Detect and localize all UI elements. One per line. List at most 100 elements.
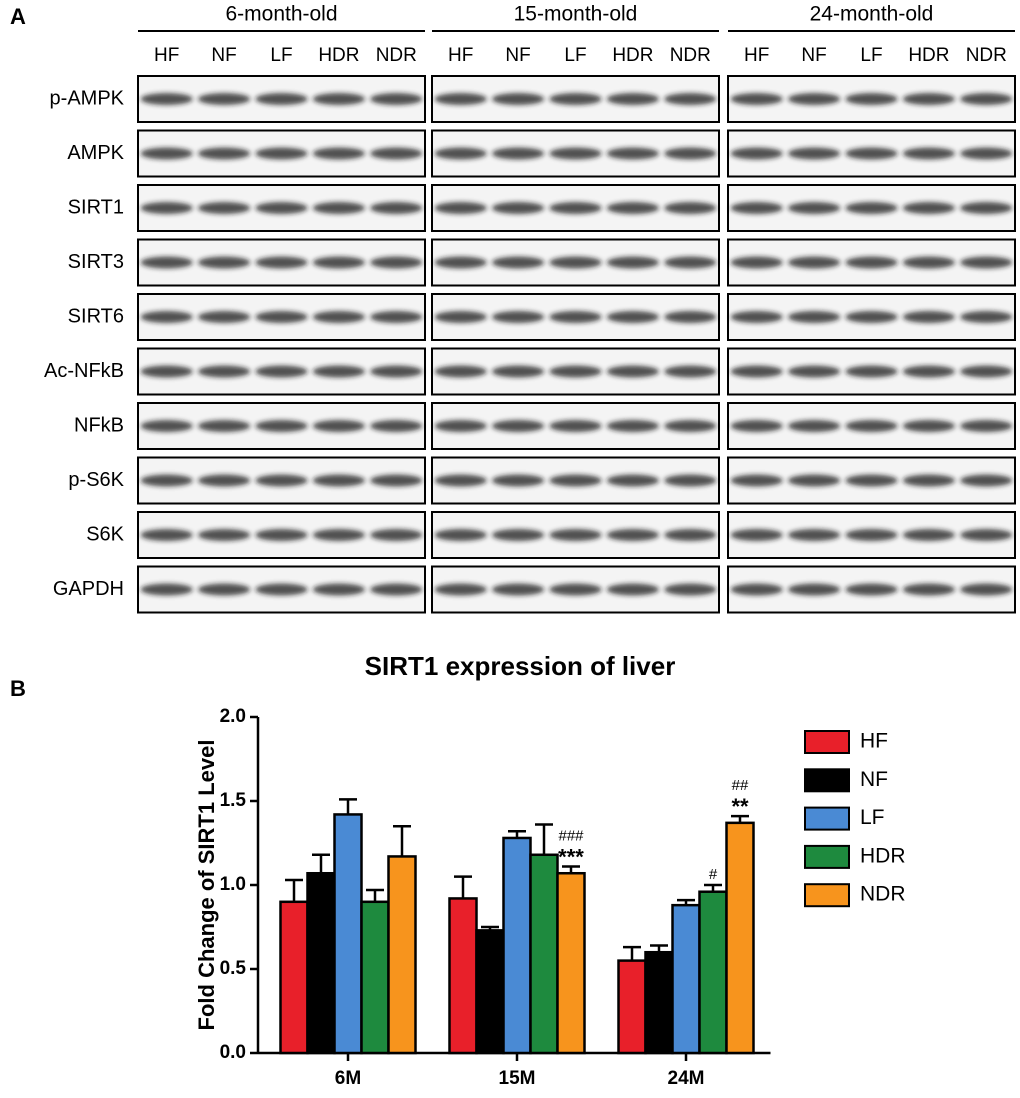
- x-tick-label: 24M: [668, 1068, 705, 1089]
- chart-title: SIRT1 expression of liver: [365, 651, 676, 681]
- band: [140, 529, 193, 541]
- lane-label: HF: [448, 45, 473, 66]
- band: [198, 420, 251, 432]
- y-tick-label: 0.5: [220, 958, 247, 979]
- band: [370, 474, 423, 487]
- band: [960, 365, 1013, 378]
- band: [370, 420, 423, 432]
- band: [312, 311, 365, 323]
- legend-swatch: [804, 730, 850, 754]
- blot-bands: [434, 583, 717, 596]
- band: [606, 583, 659, 596]
- blot-bands: [140, 202, 423, 214]
- band: [606, 311, 659, 323]
- blot-bands: [140, 420, 423, 432]
- band: [845, 529, 898, 541]
- legend-swatch: [804, 806, 850, 831]
- y-tick-label: 0.0: [220, 1042, 246, 1063]
- group-label: 24-month-old: [810, 3, 934, 26]
- band: [434, 365, 487, 378]
- blot-bands: [730, 202, 1013, 214]
- band: [606, 256, 659, 269]
- band: [730, 529, 783, 541]
- y-tick-label: 1.0: [220, 874, 246, 895]
- band: [788, 474, 841, 487]
- band: [549, 474, 602, 487]
- band: [255, 474, 308, 487]
- band: [255, 311, 308, 323]
- blot-bands: [434, 311, 717, 323]
- bar: [556, 871, 586, 1055]
- legend-swatch: [804, 768, 850, 793]
- x-tick-label: 6M: [335, 1068, 361, 1089]
- band: [664, 147, 717, 160]
- lane-label: NF: [801, 45, 826, 66]
- lane-label: HDR: [612, 45, 653, 66]
- blot-bands: [434, 202, 717, 214]
- blot-bands: [140, 147, 423, 160]
- band: [845, 420, 898, 432]
- band: [434, 529, 487, 541]
- blot-bands: [730, 93, 1013, 105]
- band: [606, 474, 659, 487]
- band: [902, 583, 955, 596]
- band: [730, 93, 783, 105]
- band: [140, 256, 193, 269]
- protein-label: Ac-NFkB: [44, 360, 124, 382]
- band: [434, 583, 487, 596]
- x-tick-label: 15M: [499, 1068, 536, 1089]
- bar: [671, 903, 701, 1055]
- band: [549, 311, 602, 323]
- band: [370, 311, 423, 323]
- band: [492, 202, 545, 214]
- band: [902, 474, 955, 487]
- protein-label: p-S6K: [68, 469, 124, 491]
- band: [198, 365, 251, 378]
- protein-label: NFkB: [74, 414, 124, 436]
- band: [312, 256, 365, 269]
- band: [730, 365, 783, 378]
- band: [434, 420, 487, 432]
- lane-label: NDR: [376, 45, 417, 66]
- band: [730, 147, 783, 160]
- band: [730, 256, 783, 269]
- band: [255, 256, 308, 269]
- band: [960, 93, 1013, 105]
- band: [492, 311, 545, 323]
- band: [492, 93, 545, 105]
- band: [140, 583, 193, 596]
- band: [434, 474, 487, 487]
- band: [198, 93, 251, 105]
- blot-bands: [140, 583, 423, 596]
- band: [312, 202, 365, 214]
- band: [434, 311, 487, 323]
- band: [845, 583, 898, 596]
- band: [255, 420, 308, 432]
- bar: [475, 929, 505, 1055]
- band: [960, 420, 1013, 432]
- blot-bands: [434, 147, 717, 160]
- band: [434, 147, 487, 160]
- band: [140, 420, 193, 432]
- protein-label: SIRT1: [68, 196, 124, 218]
- band: [492, 365, 545, 378]
- bar: [279, 900, 309, 1055]
- band: [140, 202, 193, 214]
- significance-hash: ###: [558, 827, 584, 844]
- protein-label: S6K: [86, 523, 124, 545]
- bar: [448, 897, 478, 1055]
- significance-star: **: [731, 794, 749, 819]
- band: [788, 147, 841, 160]
- protein-label: SIRT6: [68, 305, 124, 327]
- protein-label: p-AMPK: [50, 87, 125, 109]
- band: [664, 474, 717, 487]
- legend-label: LF: [860, 806, 885, 829]
- blot-bands: [434, 93, 717, 105]
- band: [198, 256, 251, 269]
- legend-label: HDR: [860, 844, 906, 867]
- band: [606, 420, 659, 432]
- band: [606, 529, 659, 541]
- band: [140, 474, 193, 487]
- band: [549, 583, 602, 596]
- band: [902, 256, 955, 269]
